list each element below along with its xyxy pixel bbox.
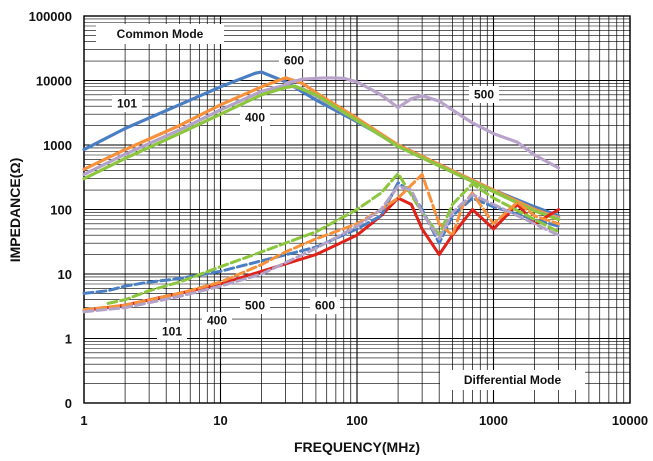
x-axis-title: FREQUENCY(MHz) bbox=[294, 439, 420, 455]
cm-label-101: 101 bbox=[117, 97, 137, 111]
differential-mode-label: Differential Mode bbox=[464, 373, 562, 387]
y-axis-title: IMPEDANCE(Ω) bbox=[7, 158, 23, 263]
series-line-4 bbox=[82, 84, 561, 222]
series-line-5 bbox=[284, 76, 561, 170]
x-tick-label: 1 bbox=[80, 413, 87, 428]
dm-label-101-box bbox=[157, 323, 187, 340]
y-tick-label: 1000 bbox=[43, 138, 72, 153]
series-line-7 bbox=[82, 181, 561, 295]
common-mode-label-box bbox=[96, 24, 224, 44]
series-line-9 bbox=[82, 172, 561, 312]
dm-label-500: 500 bbox=[245, 299, 265, 313]
series-group bbox=[82, 70, 561, 314]
common-mode-label: Common Mode bbox=[117, 27, 204, 41]
y-tick-label: 100000 bbox=[29, 9, 72, 24]
differential-mode-label-box bbox=[440, 370, 585, 390]
cm-label-500: 500 bbox=[474, 88, 494, 102]
dm-label-500-box bbox=[240, 297, 270, 314]
dm-label-600: 600 bbox=[315, 299, 335, 313]
cm-label-101-box bbox=[112, 95, 142, 112]
series-line-8 bbox=[106, 172, 561, 305]
dm-label-600-box bbox=[310, 297, 340, 314]
x-tick-label: 10 bbox=[213, 413, 227, 428]
label-group: Common Mode Differential Mode 101 400 500 600… bbox=[96, 24, 585, 390]
cm-label-600: 600 bbox=[284, 54, 304, 68]
series-line-10 bbox=[82, 184, 561, 314]
y-tick-label: 1 bbox=[65, 332, 72, 347]
grid bbox=[83, 15, 631, 404]
x-tick-label: 10000 bbox=[612, 413, 648, 428]
cm-label-400-box bbox=[240, 109, 270, 126]
cm-label-600-box bbox=[279, 52, 309, 69]
x-tick-label: 100 bbox=[346, 413, 368, 428]
y-tick-label: 100 bbox=[50, 203, 72, 218]
cm-label-500-box bbox=[469, 86, 499, 103]
dm-label-101: 101 bbox=[162, 325, 182, 339]
y-tick-label: 10 bbox=[58, 267, 72, 282]
cm-label-400: 400 bbox=[245, 111, 265, 125]
series-line-6 bbox=[82, 196, 561, 313]
y-tick-label: 0 bbox=[65, 396, 72, 411]
x-tick-label: 1000 bbox=[479, 413, 508, 428]
y-tick-label: 10000 bbox=[36, 74, 72, 89]
dm-label-400: 400 bbox=[207, 314, 227, 328]
plot-border bbox=[83, 15, 631, 404]
dm-label-400-box bbox=[202, 312, 232, 329]
